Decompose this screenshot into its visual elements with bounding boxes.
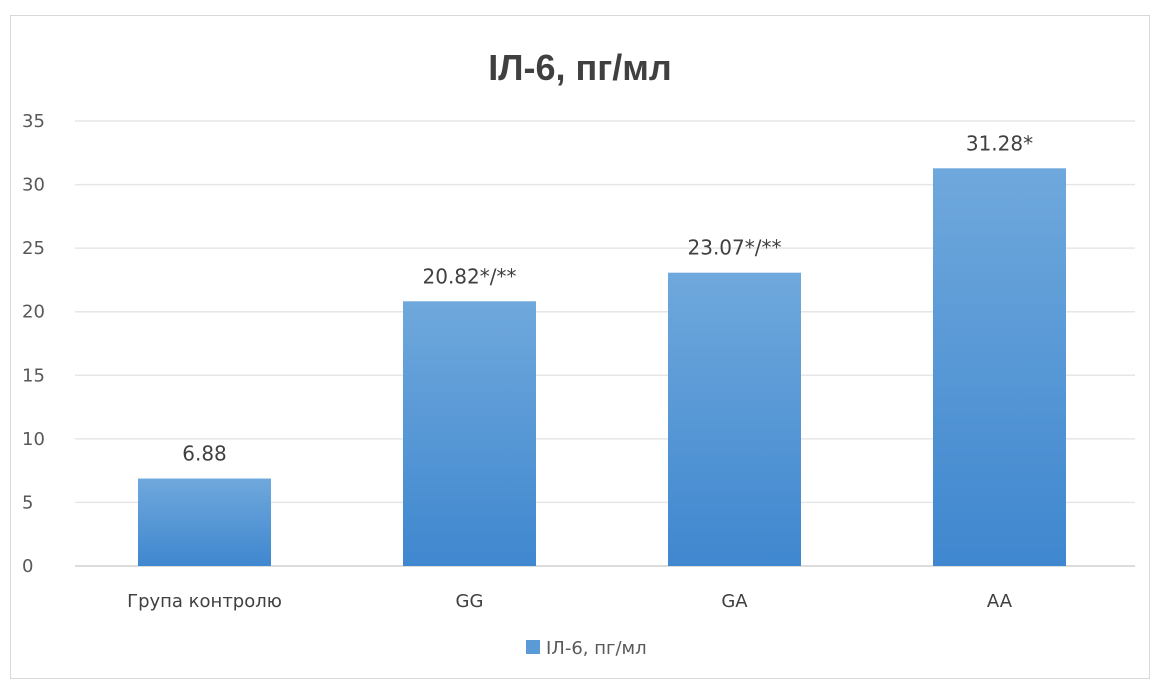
y-tick-label: 25 (22, 238, 45, 259)
x-category-label: GG (456, 591, 484, 612)
legend: ІЛ-6, пг/мл (526, 638, 647, 659)
y-tick-label: 15 (22, 365, 45, 386)
y-tick-label: 20 (22, 302, 45, 323)
legend-label: ІЛ-6, пг/мл (546, 638, 647, 659)
chart-title: ІЛ-6, пг/мл (488, 47, 672, 88)
bar-0 (138, 478, 271, 566)
x-axis-categories: Група контролю GG GA AA (127, 591, 1013, 612)
bar-1 (403, 301, 536, 566)
data-label: 23.07*/** (688, 236, 782, 260)
y-axis-ticks: 0 5 10 15 20 25 30 35 (22, 111, 45, 577)
x-category-label: AA (987, 591, 1013, 612)
bars (138, 168, 1066, 566)
y-tick-label: 35 (22, 111, 45, 132)
data-labels: 6.88 20.82*/** 23.07*/** 31.28* (182, 131, 1033, 465)
y-tick-label: 10 (22, 429, 45, 450)
legend-swatch (526, 640, 540, 654)
bar-3 (933, 168, 1066, 566)
x-category-label: Група контролю (127, 591, 282, 612)
y-tick-label: 30 (22, 175, 45, 196)
y-tick-label: 0 (22, 556, 33, 577)
y-tick-label: 5 (22, 492, 33, 513)
x-category-label: GA (721, 591, 748, 612)
data-label: 31.28* (966, 131, 1033, 155)
data-label: 6.88 (182, 442, 227, 466)
bar-2 (668, 272, 801, 566)
data-label: 20.82*/** (423, 264, 517, 288)
